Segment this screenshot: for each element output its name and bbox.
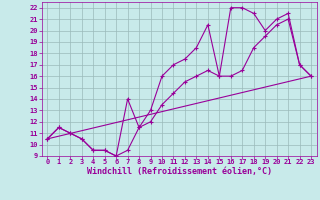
X-axis label: Windchill (Refroidissement éolien,°C): Windchill (Refroidissement éolien,°C)	[87, 167, 272, 176]
